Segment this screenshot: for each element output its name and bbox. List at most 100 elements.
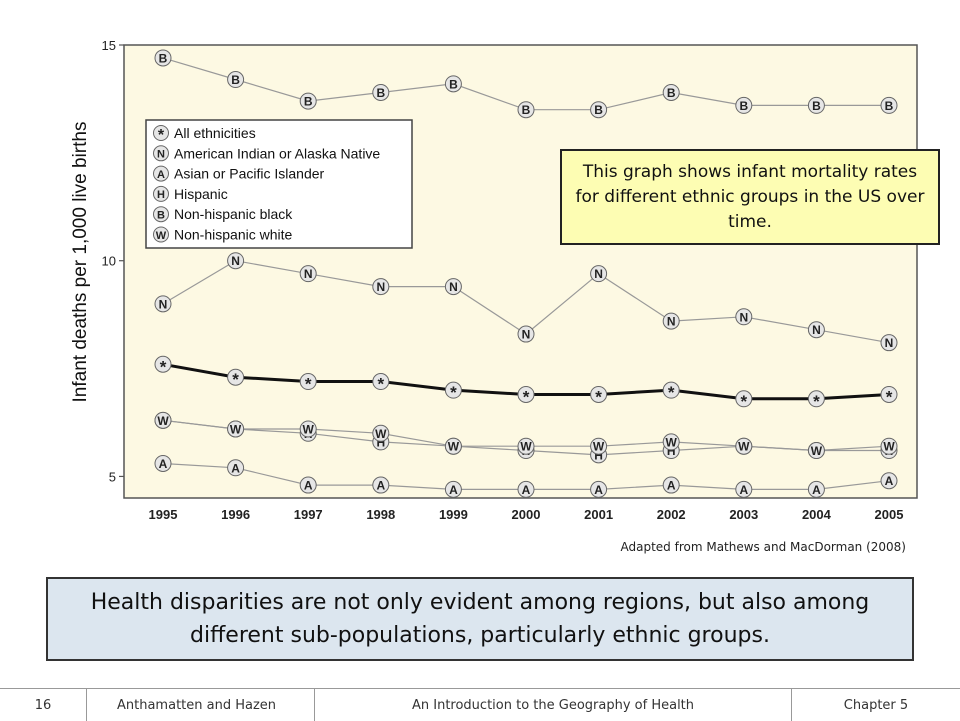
svg-text:N: N [376, 280, 385, 294]
data-point: W [735, 437, 753, 455]
svg-text:N: N [157, 149, 165, 161]
legend-entry: H Hispanic [153, 185, 228, 202]
svg-text:*: * [740, 392, 747, 411]
data-point: * [444, 381, 462, 402]
svg-text:A: A [304, 479, 313, 493]
x-tick-label: 2002 [657, 507, 686, 522]
x-tick-label: 2000 [512, 507, 541, 522]
svg-text:A: A [231, 461, 240, 475]
data-point: A [227, 459, 245, 477]
y-axis-label: Infant deaths per 1,000 live births [70, 122, 91, 403]
data-point: W [517, 437, 535, 455]
data-point: B [517, 101, 535, 119]
x-tick-label: 1997 [294, 507, 323, 522]
y-tick-label: 10 [102, 254, 116, 269]
data-point: * [807, 390, 825, 411]
data-point: W [154, 411, 172, 429]
data-point: N [880, 334, 898, 352]
data-point: B [735, 96, 753, 114]
legend-label: American Indian or Alaska Native [174, 145, 380, 161]
data-point: N [662, 312, 680, 330]
svg-text:W: W [303, 422, 315, 436]
svg-text:*: * [158, 127, 165, 144]
footer-book-title: An Introduction to the Geography of Heal… [315, 689, 792, 721]
svg-text:W: W [883, 440, 895, 454]
svg-text:A: A [522, 483, 531, 497]
data-point: A [154, 454, 172, 472]
data-point: W [807, 442, 825, 460]
data-point: N [444, 278, 462, 296]
data-point: * [372, 373, 390, 394]
footer-chapter: Chapter 5 [843, 697, 909, 713]
x-tick-label: 1998 [366, 507, 395, 522]
data-point: * [662, 381, 680, 402]
svg-text:H: H [667, 444, 676, 458]
data-point: W [590, 437, 608, 455]
data-point: B [662, 83, 680, 101]
data-point: W [299, 420, 317, 438]
data-point: N [735, 308, 753, 326]
data-point: B [372, 83, 390, 101]
data-point: N [299, 265, 317, 283]
data-point: * [735, 390, 753, 411]
data-point: B [880, 96, 898, 114]
svg-text:N: N [885, 336, 894, 350]
legend-label: Non-hispanic black [174, 206, 293, 222]
legend-label: Hispanic [174, 186, 228, 202]
svg-text:A: A [159, 457, 168, 471]
svg-text:W: W [375, 427, 387, 441]
data-point: B [299, 92, 317, 110]
data-point: * [299, 373, 317, 394]
svg-text:*: * [595, 387, 602, 406]
svg-text:B: B [739, 99, 748, 113]
x-tick-label: 2001 [584, 507, 613, 522]
svg-text:*: * [886, 387, 893, 406]
svg-text:B: B [159, 51, 168, 65]
data-point: W [227, 420, 245, 438]
svg-text:H: H [376, 435, 385, 449]
data-point: A [372, 476, 390, 494]
svg-text:*: * [377, 375, 384, 394]
svg-text:W: W [157, 414, 169, 428]
svg-text:N: N [812, 323, 821, 337]
x-tick-label: 1999 [439, 507, 468, 522]
data-point: A [444, 480, 462, 498]
data-point: W [372, 424, 390, 442]
svg-text:A: A [376, 479, 385, 493]
data-point: W [880, 437, 898, 455]
svg-text:N: N [449, 280, 458, 294]
svg-text:W: W [738, 440, 750, 454]
data-point: W [662, 433, 680, 451]
svg-text:*: * [160, 357, 167, 376]
svg-text:A: A [594, 483, 603, 497]
page-number: 16 [0, 689, 87, 721]
svg-text:A: A [449, 483, 458, 497]
data-point: A [590, 480, 608, 498]
data-point: B [590, 101, 608, 119]
x-tick-label: 2005 [875, 507, 904, 522]
svg-text:H: H [594, 448, 603, 462]
data-point: A [299, 476, 317, 494]
svg-text:B: B [885, 99, 894, 113]
data-point: N [517, 325, 535, 343]
svg-text:B: B [231, 73, 240, 87]
svg-text:*: * [813, 392, 820, 411]
legend-label: All ethnicities [174, 125, 256, 141]
data-point: B [227, 71, 245, 89]
data-point: A [880, 472, 898, 490]
svg-text:*: * [450, 383, 457, 402]
svg-text:N: N [739, 310, 748, 324]
x-tick-label: 1995 [149, 507, 178, 522]
data-point: N [372, 278, 390, 296]
svg-text:W: W [666, 435, 678, 449]
svg-text:B: B [304, 95, 313, 109]
svg-text:N: N [667, 315, 676, 329]
svg-text:*: * [305, 375, 312, 394]
svg-text:B: B [594, 103, 603, 117]
svg-text:A: A [885, 474, 894, 488]
legend-entry: W Non-hispanic white [153, 226, 292, 243]
x-tick-label: 2004 [802, 507, 832, 522]
svg-text:B: B [449, 77, 458, 91]
source-citation: Adapted from Mathews and MacDorman (2008… [620, 540, 907, 554]
data-point: W [444, 437, 462, 455]
